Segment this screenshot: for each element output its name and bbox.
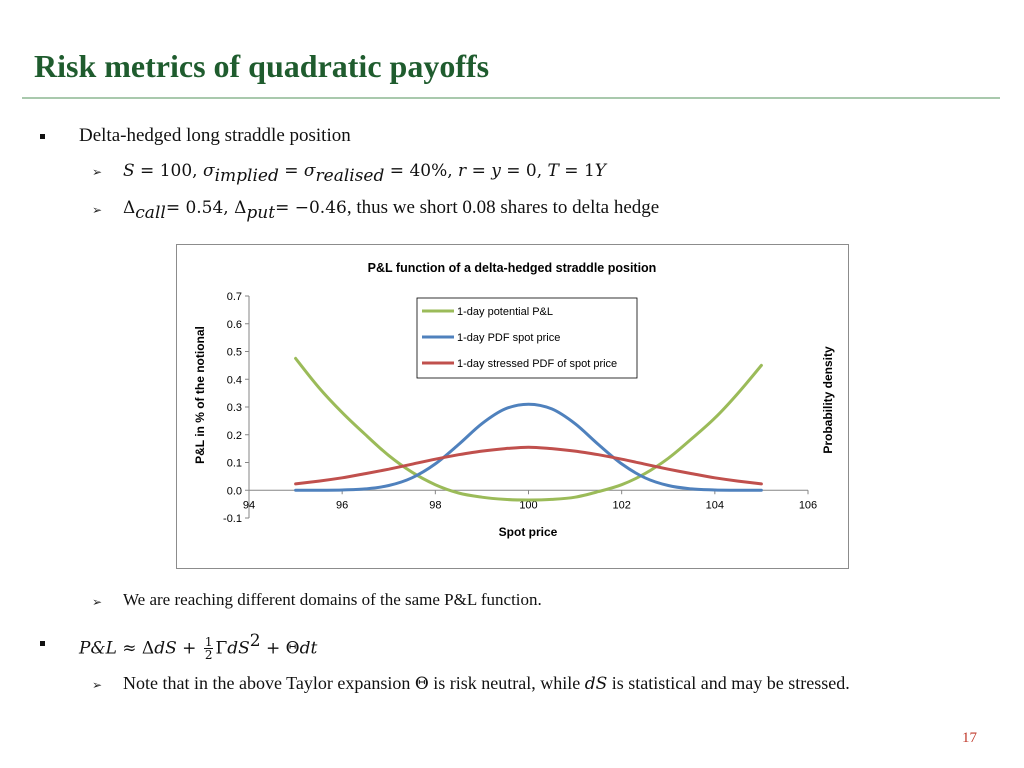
page-number: 17: [962, 730, 977, 746]
slide-title: Risk metrics of quadratic payoffs: [34, 48, 490, 84]
sym-S: S: [123, 161, 135, 181]
sym-sigma-implied: σ: [202, 161, 215, 181]
taylor-note-pre: Note that in the above Taylor expansion: [123, 673, 415, 693]
y-axis-label: P&L in % of the notional: [193, 326, 207, 464]
title-divider: [22, 97, 1000, 99]
pnl-chart: P&L function of a delta-hedged straddle …: [176, 244, 849, 569]
y-tick-label: 0.4: [227, 374, 242, 386]
eq-one: = 1: [558, 161, 595, 181]
eq-100: = 100,: [134, 161, 203, 181]
series-line-2: [294, 445, 763, 486]
frac-numerator: 1: [203, 635, 214, 650]
sym-gamma: Γ: [215, 638, 228, 659]
params-line: S = 100, σimplied = σrealised = 40%, r =…: [123, 160, 606, 187]
sym-y: y: [491, 161, 501, 181]
sym-delta-call: Δ: [123, 198, 136, 218]
frac-denominator: 2: [204, 648, 213, 663]
series-line-0: [294, 356, 763, 502]
arrow-bullet-icon: ➢: [92, 165, 103, 179]
sym-approx-delta: ≈ Δ: [116, 638, 155, 659]
eq-054: = 0.54,: [165, 198, 235, 218]
sym-pnl: P&L: [79, 638, 117, 659]
taylor-note: Note that in the above Taylor expansion …: [123, 672, 850, 695]
eq-equals-2: =: [466, 161, 492, 181]
y-tick-label: 0.7: [227, 291, 242, 303]
sym-delta-put: Δ: [234, 198, 247, 218]
chart-legend: 1-day potential P&L 1-day PDF spot price 1…: [416, 297, 638, 379]
sym-sigma-realised: σ: [303, 161, 316, 181]
right-axis-label: Probability density: [821, 346, 835, 454]
eq-40pct: = 40%,: [384, 161, 459, 181]
sub-call: call: [135, 202, 166, 223]
y-tick-label: 0.5: [227, 347, 242, 359]
domains-note: We are reaching different domains of the…: [123, 590, 542, 609]
chart-svg: P&L function of a delta-hedged straddle …: [193, 261, 835, 539]
sub-implied: implied: [214, 165, 279, 186]
eq-zero: = 0,: [500, 161, 548, 181]
sym-theta: Θ: [414, 674, 429, 694]
x-tick-label: 96: [336, 499, 348, 511]
sym-dS-2: dS: [227, 638, 250, 659]
arrow-bullet-icon: ➢: [92, 678, 103, 692]
sym-plus-theta: + Θ: [260, 638, 300, 659]
sub-put: put: [246, 202, 276, 223]
sym-Y: Y: [594, 161, 606, 181]
x-tick-label: 106: [799, 499, 817, 511]
x-tick-label: 100: [519, 499, 537, 511]
delta-line: Δcall= 0.54, Δput= −0.46, thus we short …: [123, 197, 659, 224]
delta-hedge-text: , thus we short 0.08 shares to delta hed…: [346, 197, 660, 218]
x-tick-label: 102: [612, 499, 630, 511]
y-tick-label: 0.6: [227, 319, 242, 331]
chart-axes: -0.1 0.0 0.1 0.2 0.3 0.4 0.5 0.6 0.7 94 96 98 100 102…: [223, 291, 817, 525]
legend-entry: 1-day stressed PDF of spot price: [457, 358, 617, 370]
x-axis-label: Spot price: [499, 525, 558, 539]
sym-squared: 2: [249, 631, 261, 651]
bullet-square-icon: [40, 134, 45, 139]
x-tick-label: 94: [243, 499, 255, 511]
sub-realised: realised: [315, 165, 385, 186]
taylor-note-mid: is risk neutral, while: [428, 673, 585, 693]
sym-dS-note: dS: [584, 674, 608, 694]
sym-dS: dS: [154, 638, 177, 659]
y-tick-label: 0.2: [227, 430, 242, 442]
sym-plus: +: [176, 638, 202, 659]
chart-title: P&L function of a delta-hedged straddle …: [368, 261, 657, 275]
series-line-1: [294, 402, 763, 492]
y-tick-label: 0.1: [227, 458, 242, 470]
y-tick-label: 0.0: [227, 485, 242, 497]
bullet-square-icon: [40, 641, 45, 646]
legend-entry: 1-day PDF spot price: [457, 332, 560, 344]
sym-r: r: [458, 161, 467, 181]
chart-series: [294, 356, 763, 502]
arrow-bullet-icon: ➢: [92, 595, 103, 609]
taylor-note-post: is statistical and may be stressed.: [607, 673, 850, 693]
arrow-bullet-icon: ➢: [92, 203, 103, 217]
taylor-expansion: P&L ≈ ΔdS + 1 2 ΓdS2 + Θdt: [79, 630, 317, 661]
eq-neg046: = −0.46: [275, 198, 347, 218]
x-tick-label: 98: [429, 499, 441, 511]
y-tick-label: 0.3: [227, 402, 242, 414]
sym-T: T: [547, 161, 559, 181]
x-tick-label: 104: [706, 499, 724, 511]
legend-entry: 1-day potential P&L: [457, 306, 553, 318]
y-tick-label: -0.1: [223, 513, 242, 525]
eq-equals: =: [278, 161, 304, 181]
bullet-straddle: Delta-hedged long straddle position: [79, 125, 351, 146]
sym-dt: dt: [299, 638, 318, 659]
